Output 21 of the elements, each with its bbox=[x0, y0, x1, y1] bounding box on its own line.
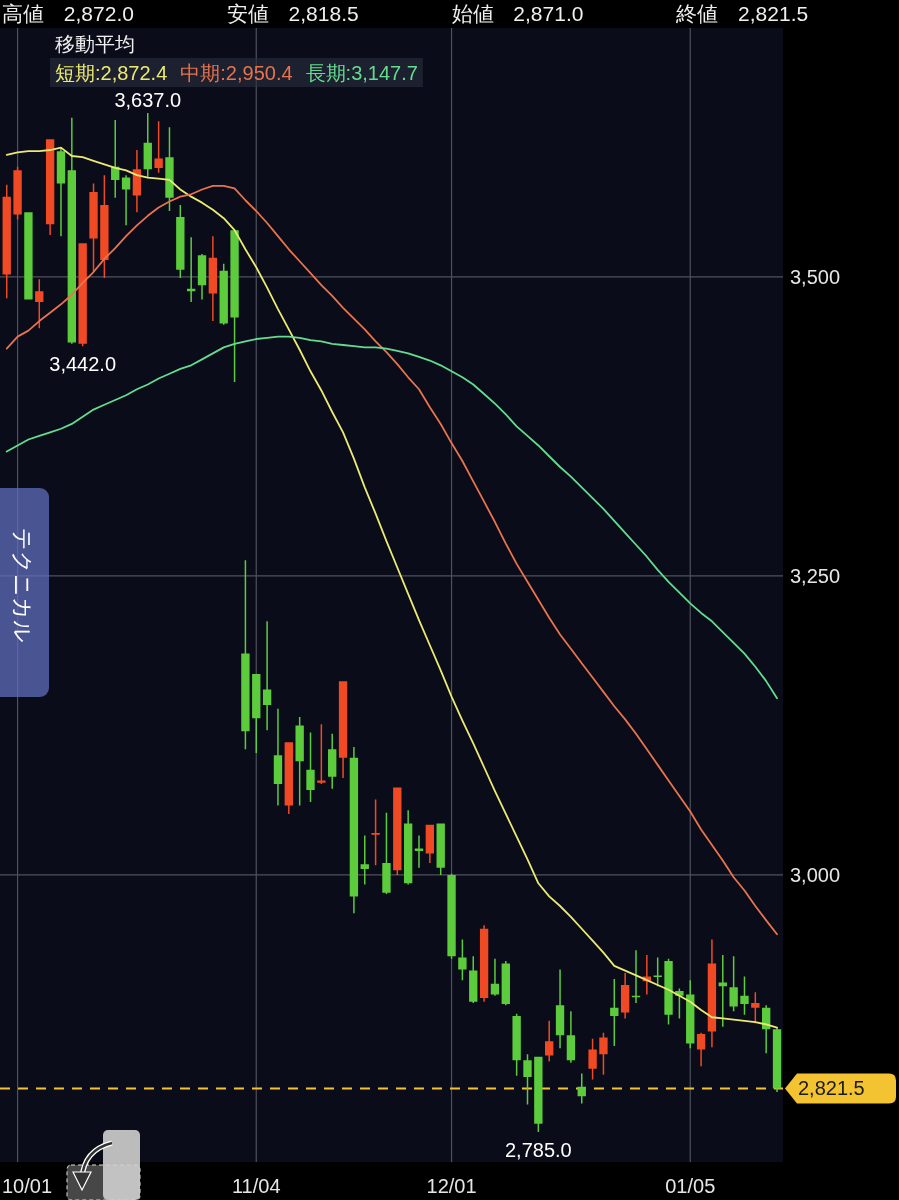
annotation: 3,637.0 bbox=[114, 88, 182, 111]
legend-item: 短期:2,872.4 bbox=[55, 62, 168, 84]
annotation: 安値 2,818.5 bbox=[226, 2, 359, 25]
legend-item: 中期:2,950.4 bbox=[180, 62, 293, 84]
annotation: 始値 2,871.0 bbox=[451, 2, 584, 25]
annotation: 終値 2,821.5 bbox=[676, 2, 809, 25]
x-tick-label: 01/05 bbox=[665, 1175, 716, 1197]
annotation: 高値 2,872.0 bbox=[2, 2, 134, 25]
legend-item: 長期:3,147.7 bbox=[305, 62, 418, 84]
annotation: テクニカル bbox=[10, 528, 35, 643]
annotation: 3,442.0 bbox=[49, 353, 117, 376]
x-tick-label: 11/04 bbox=[231, 1175, 281, 1197]
y-tick-label: 3,250 bbox=[790, 564, 841, 587]
y-tick-label: 3,500 bbox=[790, 265, 841, 288]
x-tick-label: 10/01 bbox=[2, 1175, 53, 1197]
price-tag: 2,821.5 bbox=[785, 1073, 896, 1104]
y-tick-label: 3,000 bbox=[790, 863, 841, 886]
annotation: 2,785.0 bbox=[505, 1139, 572, 1162]
legend-title: 移動平均 bbox=[55, 33, 135, 55]
button: テクニカル bbox=[0, 488, 49, 697]
x-tick-label: 12/01 bbox=[426, 1175, 477, 1197]
